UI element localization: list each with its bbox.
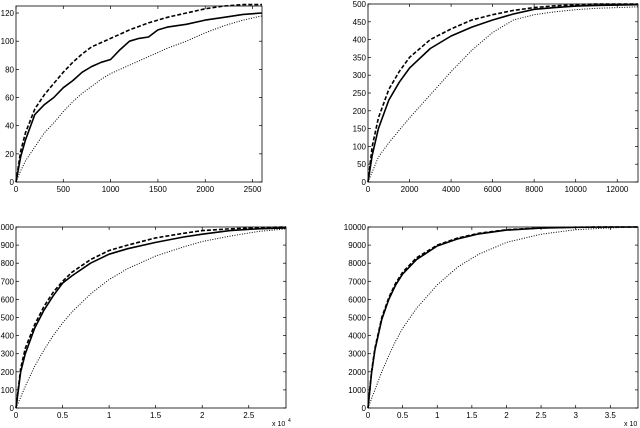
- x-multiplier-label: x 10: [624, 421, 637, 428]
- y-tick-label: 50: [357, 160, 366, 169]
- y-tick-label: 100: [1, 37, 15, 46]
- y-tick-label: 1000: [348, 386, 366, 395]
- plot-frame: [15, 5, 263, 183]
- y-tick-label: 2000: [348, 368, 366, 377]
- x-tick-label: 1000: [102, 185, 120, 194]
- y-tick-label: 0: [10, 404, 15, 413]
- y-tick-label: 0: [10, 178, 15, 187]
- x-tick-label: 0.5: [57, 411, 69, 420]
- y-tick-label: 500: [1, 314, 15, 323]
- y-tick-label: 0: [362, 178, 367, 187]
- y-tick-label: 9000: [348, 241, 366, 250]
- plot-panel-bottom-left: 0 0.5 1 1.5 2 2.5 0 100 200 300 400 500 600 700 800 900…: [0, 223, 291, 428]
- series-line-dashed: [367, 3, 638, 183]
- series-line-solid: [15, 227, 287, 409]
- x-tick-label: 1500: [149, 185, 167, 194]
- x-tick-label: 1: [435, 411, 440, 420]
- y-tick-label: 1000: [0, 223, 15, 232]
- y-tick-label: 8000: [348, 259, 366, 268]
- series-line-solid: [15, 12, 263, 183]
- x-tick-label: 0: [366, 411, 371, 420]
- x-tick-label: 0: [14, 185, 19, 194]
- plot-panel-bottom-right: 0 0.5 1 1.5 2 2.5 3 3.5 0 1000 2000 3000 4000 5000 600…: [344, 223, 639, 428]
- x-tick-label: 4000: [442, 185, 460, 194]
- x-tick-label: 2000: [401, 185, 419, 194]
- x-multiplier-label: x 10: [272, 421, 285, 428]
- y-tick-label: 7000: [348, 277, 366, 286]
- y-tick-label: 120: [1, 9, 15, 18]
- series-line-dotted: [15, 228, 287, 409]
- y-tick-label: 300: [1, 350, 15, 359]
- x-tick-label: 0: [366, 185, 371, 194]
- y-tick-label: 500: [353, 0, 367, 9]
- y-tick-label: 0: [362, 404, 367, 413]
- plot-panel-top-left: 0 500 1000 1500 2000 2500 0 20 40 60 80 100 120: [1, 3, 263, 194]
- x-tick-label: 0: [14, 411, 19, 420]
- y-tick-label: 200: [353, 107, 367, 116]
- y-tick-label: 800: [1, 259, 15, 268]
- series-line-dotted: [367, 6, 639, 183]
- y-tick-label: 100: [1, 386, 15, 395]
- x-tick-label: 3: [573, 411, 578, 420]
- y-tick-label: 5000: [348, 314, 366, 323]
- x-tick-label: 2: [504, 411, 509, 420]
- y-tick-label: 700: [1, 277, 15, 286]
- x-tick-label: 2500: [244, 185, 262, 194]
- x-multiplier-exponent: 4: [288, 418, 291, 424]
- x-tick-label: 1.5: [150, 411, 162, 420]
- series-line-dashed: [15, 3, 262, 183]
- series-line-dotted: [367, 226, 639, 409]
- x-tick-label: 6000: [484, 185, 502, 194]
- y-tick-label: 200: [1, 368, 15, 377]
- y-tick-label: 600: [1, 295, 15, 304]
- y-tick-label: 100: [353, 142, 367, 151]
- y-tick-label: 250: [353, 89, 367, 98]
- x-tick-label: 2000: [196, 185, 214, 194]
- y-tick-label: 20: [5, 150, 14, 159]
- x-tick-label: 2.5: [536, 411, 548, 420]
- series-line-dotted: [15, 15, 263, 183]
- x-tick-label: 10000: [565, 185, 588, 194]
- y-tick-label: 450: [353, 18, 367, 27]
- x-tick-label: 3.5: [605, 411, 617, 420]
- x-tick-label: 1: [107, 411, 112, 420]
- y-tick-label: 80: [5, 65, 14, 74]
- y-tick-label: 40: [5, 122, 14, 131]
- x-tick-label: 8000: [525, 185, 543, 194]
- x-tick-label: 12000: [606, 185, 629, 194]
- y-tick-label: 3000: [348, 350, 366, 359]
- y-tick-label: 900: [1, 241, 15, 250]
- series-line-solid: [367, 226, 638, 409]
- y-tick-label: 400: [1, 332, 15, 341]
- y-tick-label: 10000: [344, 223, 367, 232]
- y-tick-label: 150: [353, 125, 367, 134]
- x-tick-label: 500: [57, 185, 71, 194]
- series-line-solid: [367, 3, 639, 183]
- x-tick-label: 1.5: [466, 411, 478, 420]
- y-tick-label: 350: [353, 53, 367, 62]
- y-tick-label: 60: [5, 94, 14, 103]
- x-tick-label: 2.5: [243, 411, 255, 420]
- plot-panel-top-right: 0 2000 4000 6000 8000 10000 12000 0 50 100 150 200 2…: [353, 0, 639, 194]
- y-tick-label: 4000: [348, 332, 366, 341]
- x-tick-label: 0.5: [397, 411, 409, 420]
- y-tick-label: 400: [353, 36, 367, 45]
- y-tick-label: 6000: [348, 295, 366, 304]
- y-tick-label: 300: [353, 71, 367, 80]
- x-tick-label: 2: [200, 411, 205, 420]
